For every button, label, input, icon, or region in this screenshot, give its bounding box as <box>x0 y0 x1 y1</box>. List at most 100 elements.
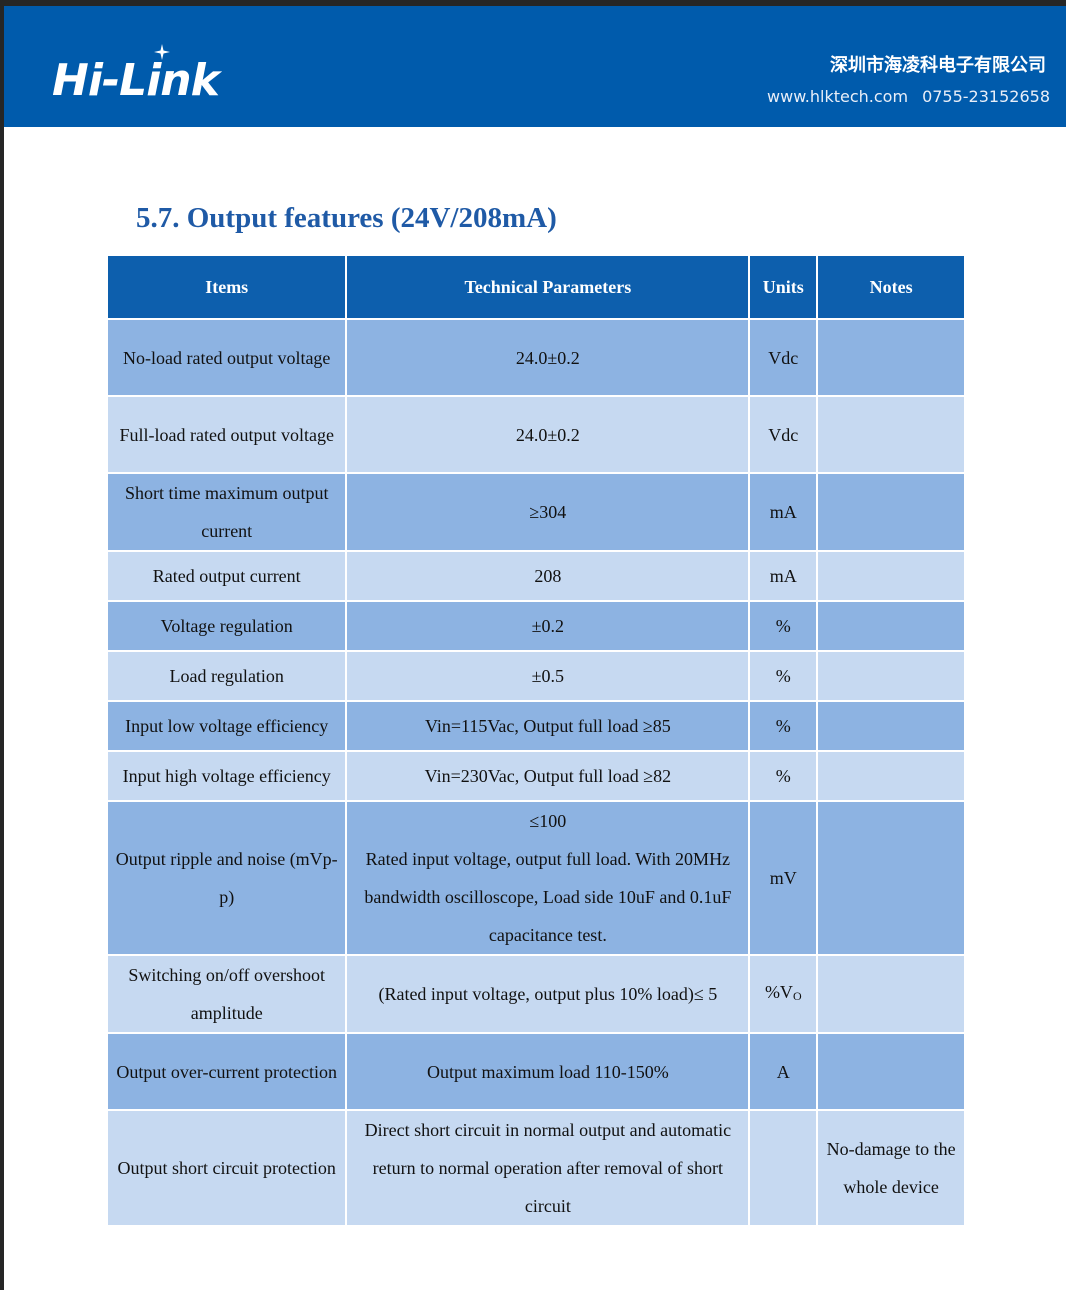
unit-cell: A <box>748 1032 819 1111</box>
item-cell: Output over-current protection <box>105 1032 348 1111</box>
section-title: 5.7. Output features (24V/208mA) <box>136 202 557 234</box>
table-row: Input low voltage efficiency Vin=115Vac,… <box>105 700 966 752</box>
param-value: Vin=230Vac, Output full load ≥82 <box>424 766 672 786</box>
unit-value: mA <box>769 502 797 522</box>
item-cell: Output short circuit protection <box>105 1109 348 1227</box>
window-left-edge <box>0 0 4 1290</box>
column-header: Technical Parameters <box>345 254 751 320</box>
table-row: Switching on/off overshoot amplitude (Ra… <box>105 954 966 1034</box>
item-cell: Switching on/off overshoot amplitude <box>105 954 348 1034</box>
item-cell: Voltage regulation <box>105 600 348 652</box>
note-cell <box>816 700 966 752</box>
table-row: Rated output current 208 mA <box>105 550 966 602</box>
note-cell <box>816 1032 966 1111</box>
param-cell: Vin=115Vac, Output full load ≥85 <box>345 700 751 752</box>
note-cell <box>816 395 966 474</box>
param-value: Output maximum load 110-150% <box>426 1061 669 1082</box>
hilink-logo: Hi-Link <box>52 55 220 106</box>
unit-cell: mA <box>748 550 819 602</box>
param-value: ±0.5 <box>531 666 565 686</box>
item-cell: Rated output current <box>105 550 348 602</box>
unit-value: mA <box>769 566 797 586</box>
unit-value: % <box>775 616 791 636</box>
unit-cell: %VO <box>748 954 819 1034</box>
unit-cell: Vdc <box>748 395 819 474</box>
page-header: Hi-Link 深圳市海凌科电子有限公司 www.hlktech.com 0755… <box>4 6 1066 127</box>
company-name: 深圳市海凌科电子有限公司 <box>830 55 1046 76</box>
unit-value: %V <box>764 982 793 1002</box>
param-cell: Vin=230Vac, Output full load ≥82 <box>345 750 751 802</box>
column-header: Items <box>105 254 348 320</box>
table-row: Short time maximum output current ≥304 m… <box>105 472 966 552</box>
unit-value: % <box>775 716 791 736</box>
param-cell: Direct short circuit in normal output an… <box>345 1109 751 1227</box>
param-value: Vin=115Vac, Output full load ≥85 <box>424 716 671 736</box>
param-detail: Rated input voltage, output full load. W… <box>364 849 732 945</box>
param-value: 208 <box>534 566 562 586</box>
param-cell: ±0.2 <box>345 600 751 652</box>
contact-info: www.hlktech.com 0755-23152658 <box>753 86 1050 108</box>
unit-value: % <box>775 766 791 786</box>
column-header: Units <box>748 254 819 320</box>
param-cell: ≥304 <box>345 472 751 552</box>
note-cell <box>816 472 966 552</box>
param-value: ±0.2 <box>531 616 565 636</box>
item-cell: No-load rated output voltage <box>105 318 348 397</box>
unit-cell: mV <box>748 800 819 956</box>
note-cell <box>816 800 966 956</box>
param-cell: (Rated input voltage, output plus 10% lo… <box>345 954 751 1034</box>
unit-value: A <box>776 1061 790 1082</box>
note-cell <box>816 318 966 397</box>
table-row: Output over-current protection Output ma… <box>105 1032 966 1111</box>
unit-cell <box>748 1109 819 1227</box>
unit-cell: % <box>748 650 819 702</box>
param-cell: ±0.5 <box>345 650 751 702</box>
note-cell <box>816 550 966 602</box>
param-cell: 24.0±0.2 <box>345 395 751 474</box>
table-row: Output ripple and noise (mVp-p) ≤100 Rate… <box>105 800 966 956</box>
param-cell: ≤100 Rated input voltage, output full loa… <box>345 800 751 956</box>
item-cell: Input high voltage efficiency <box>105 750 348 802</box>
param-value: Direct short circuit in normal output an… <box>364 1120 732 1216</box>
output-features-table: Items Technical Parameters Units Notes N… <box>105 254 966 1227</box>
unit-value: mV <box>769 868 797 888</box>
param-value: 24.0±0.2 <box>515 347 580 368</box>
param-cell: 24.0±0.2 <box>345 318 751 397</box>
unit-cell: mA <box>748 472 819 552</box>
unit-cell: % <box>748 600 819 652</box>
table-row: Load regulation ±0.5 % <box>105 650 966 702</box>
unit-subscript: O <box>792 989 802 1003</box>
unit-cell: % <box>748 700 819 752</box>
table-row: Voltage regulation ±0.2 % <box>105 600 966 652</box>
website: www.hlktech.com <box>767 87 909 106</box>
column-header: Notes <box>816 254 966 320</box>
param-value: 24.0±0.2 <box>515 424 580 445</box>
note-cell: No-damage to the whole device <box>816 1109 966 1227</box>
unit-cell: Vdc <box>748 318 819 397</box>
unit-value: Vdc <box>768 347 799 368</box>
param-cell: 208 <box>345 550 751 602</box>
unit-cell: % <box>748 750 819 802</box>
unit-value: Vdc <box>768 424 799 445</box>
param-cell: Output maximum load 110-150% <box>345 1032 751 1111</box>
param-value: (Rated input voltage, output plus 10% lo… <box>378 984 718 1004</box>
table-row: Input high voltage efficiency Vin=230Vac… <box>105 750 966 802</box>
table-row: No-load rated output voltage 24.0±0.2 Vd… <box>105 318 966 397</box>
item-cell: Full-load rated output voltage <box>105 395 348 474</box>
param-value: ≤100 <box>529 811 567 831</box>
table-row: Full-load rated output voltage 24.0±0.2 … <box>105 395 966 474</box>
table-header: Items Technical Parameters Units Notes <box>105 254 966 320</box>
note-cell <box>816 954 966 1034</box>
item-cell: Load regulation <box>105 650 348 702</box>
note-cell <box>816 650 966 702</box>
item-cell: Short time maximum output current <box>105 472 348 552</box>
logo-star-icon <box>154 44 170 60</box>
window-top-bar <box>0 0 1066 6</box>
phone: 0755-23152658 <box>922 87 1050 106</box>
item-cell: Output ripple and noise (mVp-p) <box>105 800 348 956</box>
note-cell <box>816 750 966 802</box>
unit-value: % <box>775 666 791 686</box>
note-cell <box>816 600 966 652</box>
item-cell: Input low voltage efficiency <box>105 700 348 752</box>
param-value: ≥304 <box>529 502 567 522</box>
